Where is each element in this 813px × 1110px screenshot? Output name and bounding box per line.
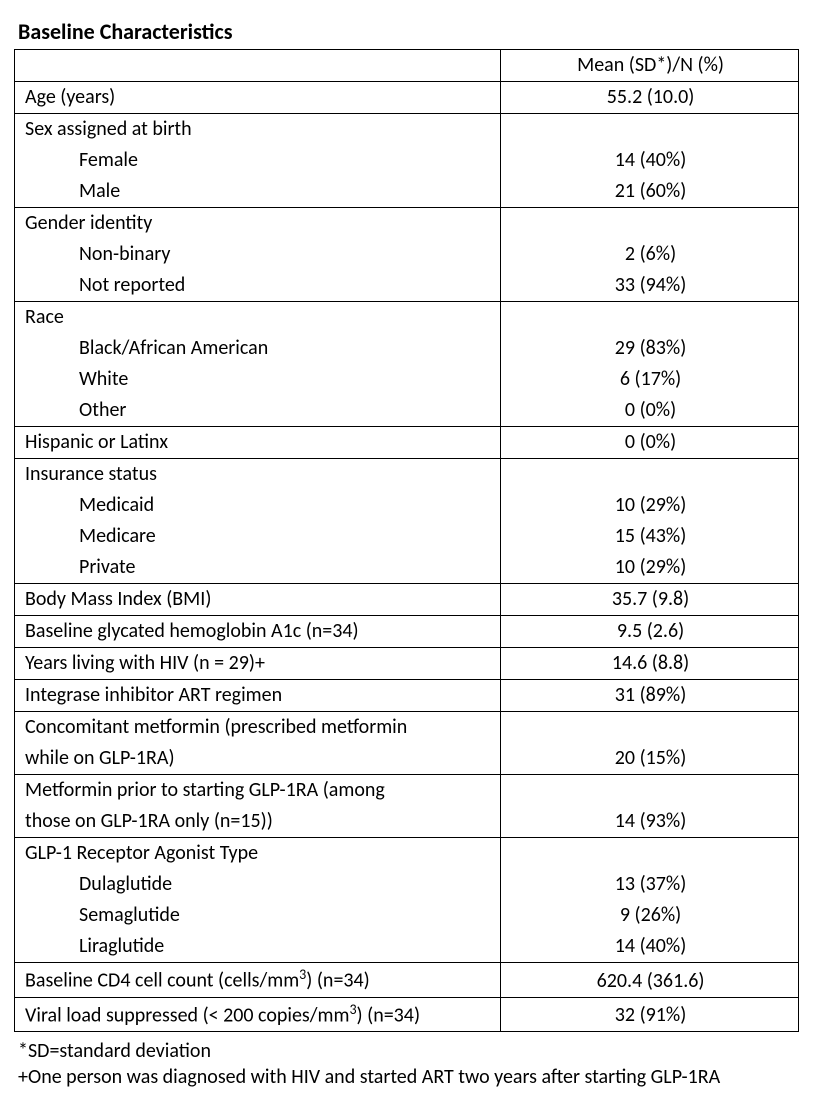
row-value: 21 (60%)	[501, 176, 799, 208]
table-row: Medicare15 (43%)	[15, 521, 799, 552]
row-label: Years living with HIV (n = 29)+	[15, 648, 501, 680]
table-row: Viral load suppressed (< 200 copies/mm3)…	[15, 997, 799, 1032]
row-label: Semaglutide	[15, 900, 501, 931]
row-label: Not reported	[15, 270, 501, 302]
row-label: Private	[15, 552, 501, 584]
row-label: Sex assigned at birth	[15, 114, 501, 146]
row-label: Integrase inhibitor ART regimen	[15, 680, 501, 712]
row-value: 14 (93%)	[501, 806, 799, 838]
table-row: Years living with HIV (n = 29)+14.6 (8.8…	[15, 648, 799, 680]
row-value: 35.7 (9.8)	[501, 584, 799, 616]
row-value: 14.6 (8.8)	[501, 648, 799, 680]
row-value	[501, 302, 799, 334]
row-value: 32 (91%)	[501, 997, 799, 1032]
table-row: Not reported33 (94%)	[15, 270, 799, 302]
table-row: Body Mass Index (BMI)35.7 (9.8)	[15, 584, 799, 616]
row-label: Black/African American	[15, 333, 501, 364]
table-row: Age (years)55.2 (10.0)	[15, 82, 799, 114]
table-row: Private10 (29%)	[15, 552, 799, 584]
table-row: Race	[15, 302, 799, 334]
footnote-hiv: +One person was diagnosed with HIV and s…	[18, 1064, 799, 1090]
table-row: Other0 (0%)	[15, 395, 799, 427]
table-row: Female14 (40%)	[15, 145, 799, 176]
row-value: 620.4 (361.6)	[501, 963, 799, 998]
row-label: Race	[15, 302, 501, 334]
table-row: Liraglutide14 (40%)	[15, 931, 799, 963]
row-label: Other	[15, 395, 501, 427]
page-container: Baseline Characteristics Mean (SD*)/N (%…	[0, 0, 813, 1110]
row-value: 0 (0%)	[501, 395, 799, 427]
row-label: while on GLP-1RA)	[15, 743, 501, 775]
row-value: 20 (15%)	[501, 743, 799, 775]
table-row: Metformin prior to starting GLP-1RA (amo…	[15, 775, 799, 807]
row-label: those on GLP-1RA only (n=15))	[15, 806, 501, 838]
row-value	[501, 459, 799, 491]
row-label: Female	[15, 145, 501, 176]
table-header-row: Mean (SD*)/N (%)	[15, 50, 799, 82]
row-value	[501, 838, 799, 870]
table-row: Baseline glycated hemoglobin A1c (n=34)9…	[15, 616, 799, 648]
row-value: 10 (29%)	[501, 490, 799, 521]
table-row: Gender identity	[15, 208, 799, 240]
row-value: 13 (37%)	[501, 869, 799, 900]
table-row: GLP-1 Receptor Agonist Type	[15, 838, 799, 870]
row-value: 10 (29%)	[501, 552, 799, 584]
table-row: Black/African American29 (83%)	[15, 333, 799, 364]
row-label: White	[15, 364, 501, 395]
row-label: Non-binary	[15, 239, 501, 270]
row-value	[501, 775, 799, 807]
table-row: Insurance status	[15, 459, 799, 491]
table-row: Male21 (60%)	[15, 176, 799, 208]
table-title: Baseline Characteristics	[18, 18, 799, 45]
table-row: Non-binary2 (6%)	[15, 239, 799, 270]
header-mean-sd: Mean (SD*)/N (%)	[501, 50, 799, 82]
row-label: Hispanic or Latinx	[15, 427, 501, 459]
table-row: Baseline CD4 cell count (cells/mm3) (n=3…	[15, 963, 799, 998]
row-value	[501, 114, 799, 146]
row-value	[501, 208, 799, 240]
table-row: Semaglutide9 (26%)	[15, 900, 799, 931]
row-value: 0 (0%)	[501, 427, 799, 459]
row-value: 2 (6%)	[501, 239, 799, 270]
row-label: Age (years)	[15, 82, 501, 114]
table-row: Integrase inhibitor ART regimen31 (89%)	[15, 680, 799, 712]
row-label: Male	[15, 176, 501, 208]
row-label: Viral load suppressed (< 200 copies/mm3)…	[15, 997, 501, 1032]
footnotes: *SD=standard deviation +One person was d…	[14, 1038, 799, 1090]
table-row: those on GLP-1RA only (n=15))14 (93%)	[15, 806, 799, 838]
row-value: 29 (83%)	[501, 333, 799, 364]
header-empty	[15, 50, 501, 82]
table-row: Hispanic or Latinx0 (0%)	[15, 427, 799, 459]
footnote-sd: *SD=standard deviation	[18, 1038, 799, 1064]
row-value: 33 (94%)	[501, 270, 799, 302]
row-value: 9.5 (2.6)	[501, 616, 799, 648]
row-label: Medicare	[15, 521, 501, 552]
row-value: 15 (43%)	[501, 521, 799, 552]
table-row: Dulaglutide13 (37%)	[15, 869, 799, 900]
row-label: Baseline glycated hemoglobin A1c (n=34)	[15, 616, 501, 648]
row-label: Metformin prior to starting GLP-1RA (amo…	[15, 775, 501, 807]
row-label: Insurance status	[15, 459, 501, 491]
row-value: 55.2 (10.0)	[501, 82, 799, 114]
row-value	[501, 712, 799, 744]
row-label: Medicaid	[15, 490, 501, 521]
row-label: Body Mass Index (BMI)	[15, 584, 501, 616]
row-value: 9 (26%)	[501, 900, 799, 931]
row-value: 14 (40%)	[501, 145, 799, 176]
row-label: Concomitant metformin (prescribed metfor…	[15, 712, 501, 744]
table-row: Medicaid10 (29%)	[15, 490, 799, 521]
row-label: Dulaglutide	[15, 869, 501, 900]
row-value: 14 (40%)	[501, 931, 799, 963]
row-label: Liraglutide	[15, 931, 501, 963]
table-row: while on GLP-1RA)20 (15%)	[15, 743, 799, 775]
row-label: Baseline CD4 cell count (cells/mm3) (n=3…	[15, 963, 501, 998]
row-value: 31 (89%)	[501, 680, 799, 712]
row-label: GLP-1 Receptor Agonist Type	[15, 838, 501, 870]
row-label: Gender identity	[15, 208, 501, 240]
table-row: White6 (17%)	[15, 364, 799, 395]
row-value: 6 (17%)	[501, 364, 799, 395]
baseline-characteristics-table: Mean (SD*)/N (%)Age (years)55.2 (10.0)Se…	[14, 49, 799, 1032]
table-row: Sex assigned at birth	[15, 114, 799, 146]
table-row: Concomitant metformin (prescribed metfor…	[15, 712, 799, 744]
